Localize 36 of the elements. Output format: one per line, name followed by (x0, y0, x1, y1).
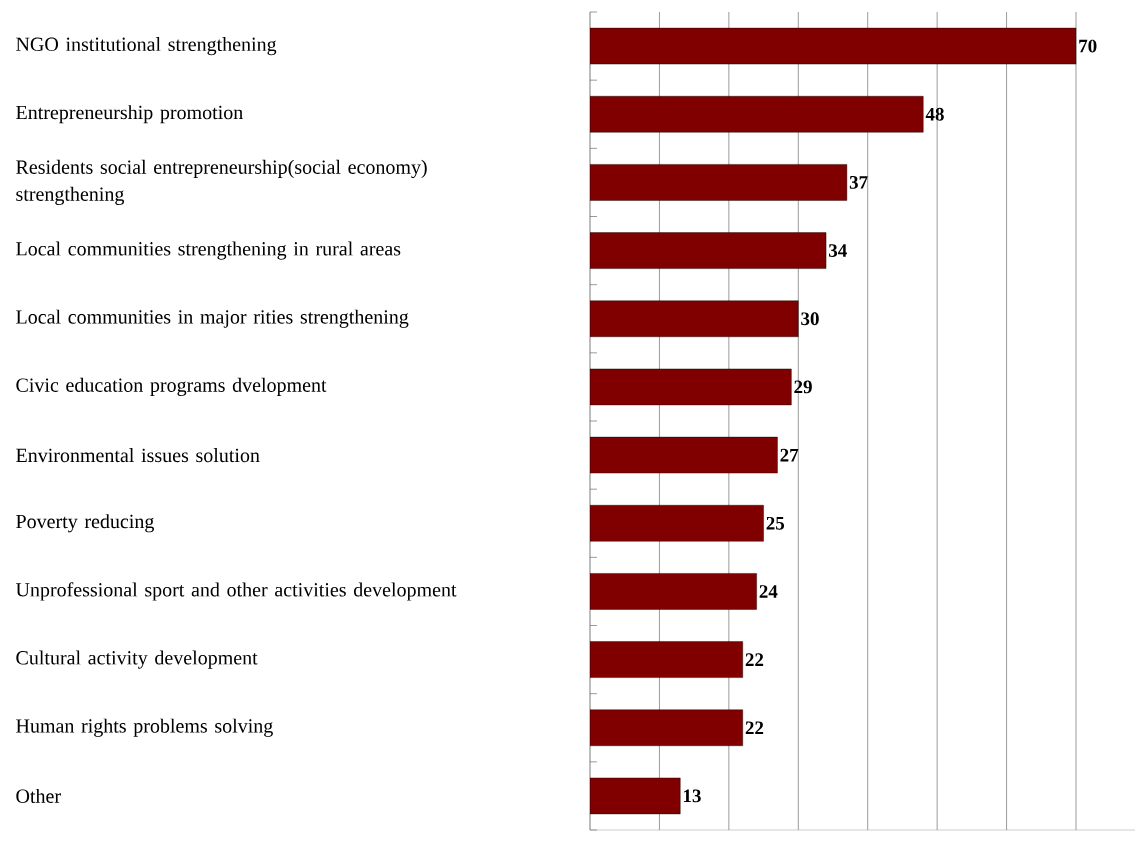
bar (590, 573, 757, 610)
data-label: 48 (925, 107, 944, 121)
data-label: 13 (683, 789, 701, 803)
bar (590, 436, 778, 474)
data-label: 25 (766, 516, 785, 530)
y-tick-label: Poverty reducing (16, 514, 154, 533)
y-tick-label: Unprofessional sport and other activities development (15, 582, 457, 601)
data-label: 30 (801, 312, 819, 326)
bar (590, 300, 799, 337)
data-label: 70 (1079, 39, 1097, 53)
y-tick-label: Local communities in major rities strengthening (16, 309, 409, 328)
data-label: 34 (828, 244, 847, 257)
bar (590, 709, 743, 746)
y-tick-label: Entrepreneurship promotion (16, 105, 243, 124)
data-label: 22 (745, 721, 764, 735)
data-label: 37 (849, 176, 868, 189)
bar (590, 368, 792, 406)
y-tick-label: Other (16, 788, 61, 803)
y-tick-label: Civic education programs dvelopment (16, 377, 327, 397)
data-label: 29 (794, 380, 812, 394)
bar (590, 96, 924, 133)
bar (590, 27, 1077, 65)
bar (590, 505, 764, 542)
bar (590, 777, 681, 815)
y-tick-label: NGO institutional strengthening (16, 36, 277, 56)
y-tick-label: Cultural activity development (16, 650, 258, 669)
y-tick-label: Environmental issues solution (16, 448, 260, 463)
bar (590, 232, 827, 269)
y-tick-label: Residents social entrepreneurship(social economy) strengthening (16, 159, 427, 206)
data-label: 24 (759, 585, 778, 598)
data-label: 27 (780, 448, 799, 462)
bar (590, 641, 743, 678)
bar (590, 164, 848, 201)
data-label: 22 (745, 653, 764, 666)
y-tick-label: Local communities strengthening in rural areas (16, 241, 401, 260)
y-tick-label: Human rights problems solving (16, 718, 273, 737)
